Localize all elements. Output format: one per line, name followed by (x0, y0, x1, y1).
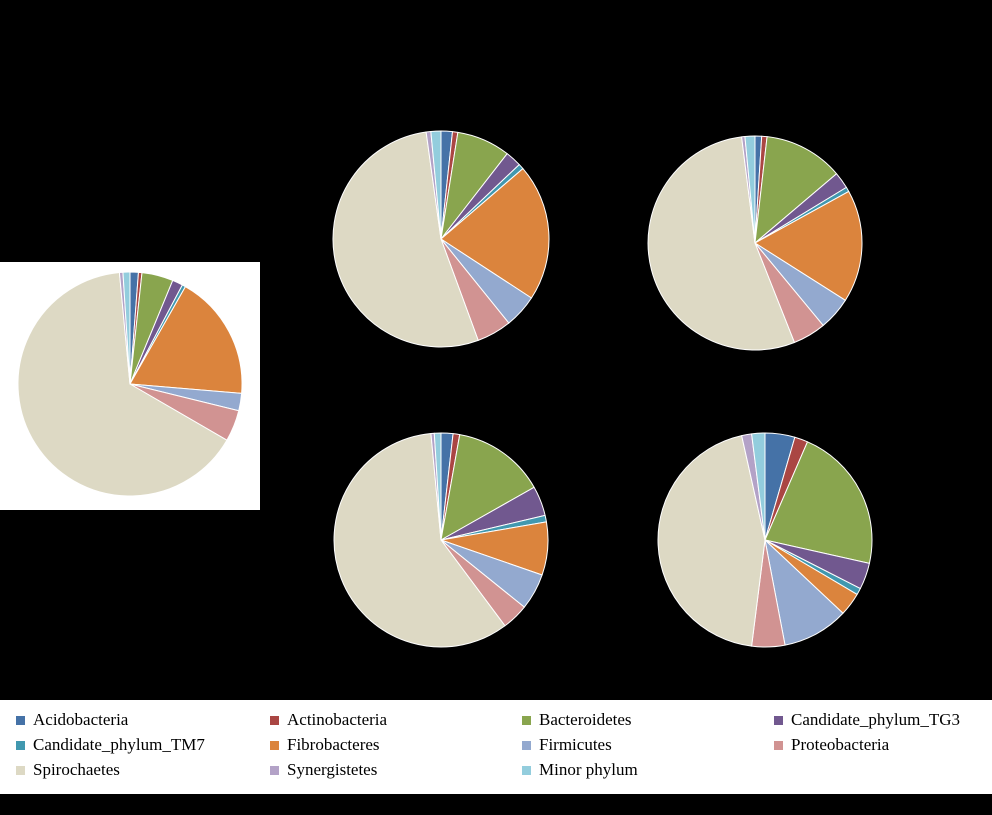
pie-slice-bacteroidetes (764, 441, 873, 564)
pie-slice-spirochaetes (647, 136, 795, 351)
legend-label: Acidobacteria (33, 710, 129, 729)
legend-label: Synergistetes (287, 760, 378, 779)
pie-chart-4 (333, 432, 549, 648)
legend-label: Bacteroidetes (539, 710, 632, 729)
legend: Acidobacteria Actinobacteria Bacteroidetes… (0, 700, 992, 794)
legend-item: Bacteroidetes (522, 708, 632, 732)
legend-swatch (16, 715, 25, 725)
legend-label: Actinobacteria (287, 710, 388, 729)
legend-swatch (270, 740, 279, 750)
legend-item: Acidobacteria (16, 708, 128, 732)
pie-slice-bacteroidetes (754, 136, 838, 244)
legend-swatch (774, 740, 783, 750)
legend-swatch (522, 765, 531, 775)
legend-swatch (270, 715, 279, 725)
legend-swatch (774, 715, 783, 725)
pie-slice-minor-phylum (751, 432, 766, 541)
pie-chart-2 (332, 130, 550, 348)
legend-item: Candidate_phylum_TG3 (774, 708, 960, 732)
legend-item: Spirochaetes (16, 758, 120, 782)
legend-item: Minor phylum (522, 758, 638, 782)
legend-label: Firmicutes (539, 735, 612, 754)
pie-slice-spirochaetes (657, 435, 766, 647)
legend-label: Candidate_phylum_TM7 (33, 735, 205, 754)
legend-swatch (522, 715, 531, 725)
pie-chart-1 (0, 262, 260, 510)
legend-swatch (16, 740, 25, 750)
legend-item: Synergistetes (270, 758, 377, 782)
pie-slice-spirochaetes (332, 131, 479, 348)
pie-slice-minor-phylum (430, 130, 442, 240)
pie-slice-fibrobacteres (129, 286, 243, 394)
legend-label: Proteobacteria (791, 735, 890, 754)
legend-item: Proteobacteria (774, 733, 889, 757)
pie-chart-3 (647, 135, 863, 351)
pie-slice-bacteroidetes (440, 434, 535, 541)
legend-label: Candidate_phylum_TG3 (791, 710, 961, 729)
legend-item: Actinobacteria (270, 708, 387, 732)
legend-swatch (16, 765, 25, 775)
legend-item: Candidate_phylum_TM7 (16, 733, 205, 757)
pie-slice-fibrobacteres (440, 168, 550, 299)
pie-slice-spirochaetes (333, 432, 506, 648)
legend-swatch (522, 740, 531, 750)
pie-slice-fibrobacteres (754, 190, 863, 301)
legend-swatch (270, 765, 279, 775)
legend-item: Fibrobacteres (270, 733, 380, 757)
legend-item: Firmicutes (522, 733, 612, 757)
pie-slice-minor-phylum (122, 271, 131, 385)
pie-slice-minor-phylum (433, 432, 442, 541)
pie-chart-5 (657, 432, 873, 648)
legend-label: Spirochaetes (33, 760, 120, 779)
pie-slice-minor-phylum (744, 135, 756, 244)
pie-slice-spirochaetes (17, 272, 228, 497)
legend-label: Minor phylum (539, 760, 638, 779)
legend-label: Fibrobacteres (287, 735, 380, 754)
